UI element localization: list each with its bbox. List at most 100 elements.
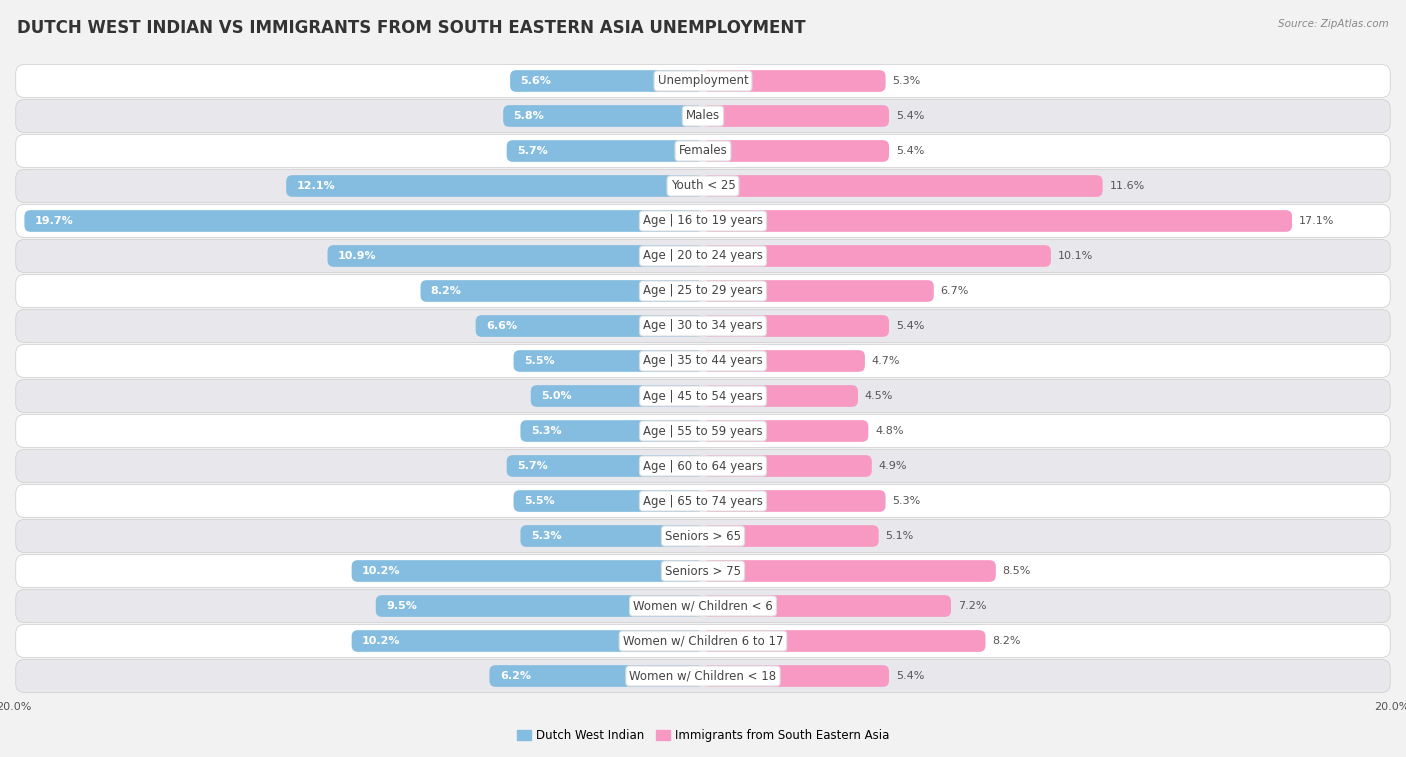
FancyBboxPatch shape <box>703 280 934 302</box>
FancyBboxPatch shape <box>475 315 703 337</box>
FancyBboxPatch shape <box>15 450 1391 482</box>
FancyBboxPatch shape <box>703 595 950 617</box>
Text: 20.0%: 20.0% <box>1374 702 1406 712</box>
Text: 5.3%: 5.3% <box>893 76 921 86</box>
Text: Age | 65 to 74 years: Age | 65 to 74 years <box>643 494 763 507</box>
FancyBboxPatch shape <box>703 245 1050 267</box>
Text: 5.4%: 5.4% <box>896 671 924 681</box>
FancyBboxPatch shape <box>703 210 1292 232</box>
Text: Women w/ Children < 18: Women w/ Children < 18 <box>630 669 776 683</box>
FancyBboxPatch shape <box>703 665 889 687</box>
Text: 9.5%: 9.5% <box>387 601 418 611</box>
FancyBboxPatch shape <box>703 630 986 652</box>
Text: 5.1%: 5.1% <box>886 531 914 541</box>
FancyBboxPatch shape <box>15 590 1391 622</box>
Text: Women w/ Children < 6: Women w/ Children < 6 <box>633 600 773 612</box>
FancyBboxPatch shape <box>489 665 703 687</box>
FancyBboxPatch shape <box>15 204 1391 238</box>
FancyBboxPatch shape <box>15 64 1391 98</box>
FancyBboxPatch shape <box>510 70 703 92</box>
Text: 5.3%: 5.3% <box>531 531 561 541</box>
Text: Males: Males <box>686 110 720 123</box>
FancyBboxPatch shape <box>703 175 1102 197</box>
FancyBboxPatch shape <box>352 630 703 652</box>
Text: 5.7%: 5.7% <box>517 146 548 156</box>
Text: 6.2%: 6.2% <box>499 671 530 681</box>
FancyBboxPatch shape <box>15 310 1391 342</box>
Text: Youth < 25: Youth < 25 <box>671 179 735 192</box>
Text: Age | 20 to 24 years: Age | 20 to 24 years <box>643 250 763 263</box>
Text: Age | 55 to 59 years: Age | 55 to 59 years <box>643 425 763 438</box>
Text: Age | 25 to 29 years: Age | 25 to 29 years <box>643 285 763 298</box>
Text: 8.2%: 8.2% <box>430 286 461 296</box>
FancyBboxPatch shape <box>506 140 703 162</box>
Text: 4.8%: 4.8% <box>875 426 904 436</box>
FancyBboxPatch shape <box>703 350 865 372</box>
FancyBboxPatch shape <box>703 490 886 512</box>
Text: Age | 60 to 64 years: Age | 60 to 64 years <box>643 459 763 472</box>
Text: Women w/ Children 6 to 17: Women w/ Children 6 to 17 <box>623 634 783 647</box>
FancyBboxPatch shape <box>703 385 858 407</box>
FancyBboxPatch shape <box>15 484 1391 518</box>
FancyBboxPatch shape <box>15 379 1391 413</box>
Text: Females: Females <box>679 145 727 157</box>
Text: 4.5%: 4.5% <box>865 391 893 401</box>
Text: 10.1%: 10.1% <box>1057 251 1092 261</box>
FancyBboxPatch shape <box>15 275 1391 307</box>
FancyBboxPatch shape <box>703 105 889 127</box>
Text: 6.7%: 6.7% <box>941 286 969 296</box>
Text: 12.1%: 12.1% <box>297 181 335 191</box>
Text: DUTCH WEST INDIAN VS IMMIGRANTS FROM SOUTH EASTERN ASIA UNEMPLOYMENT: DUTCH WEST INDIAN VS IMMIGRANTS FROM SOU… <box>17 19 806 37</box>
FancyBboxPatch shape <box>420 280 703 302</box>
Text: Seniors > 75: Seniors > 75 <box>665 565 741 578</box>
FancyBboxPatch shape <box>15 239 1391 273</box>
Text: 17.1%: 17.1% <box>1299 216 1334 226</box>
Text: 5.3%: 5.3% <box>531 426 561 436</box>
Text: 5.0%: 5.0% <box>541 391 572 401</box>
FancyBboxPatch shape <box>703 525 879 547</box>
Text: 11.6%: 11.6% <box>1109 181 1144 191</box>
Text: Seniors > 65: Seniors > 65 <box>665 529 741 543</box>
FancyBboxPatch shape <box>703 140 889 162</box>
FancyBboxPatch shape <box>520 420 703 442</box>
Text: 6.6%: 6.6% <box>486 321 517 331</box>
FancyBboxPatch shape <box>703 560 995 582</box>
Text: 4.7%: 4.7% <box>872 356 900 366</box>
FancyBboxPatch shape <box>15 519 1391 553</box>
FancyBboxPatch shape <box>503 105 703 127</box>
FancyBboxPatch shape <box>328 245 703 267</box>
Text: 10.9%: 10.9% <box>337 251 377 261</box>
FancyBboxPatch shape <box>15 625 1391 658</box>
Text: Unemployment: Unemployment <box>658 74 748 88</box>
FancyBboxPatch shape <box>703 70 886 92</box>
Text: 5.8%: 5.8% <box>513 111 544 121</box>
FancyBboxPatch shape <box>15 170 1391 202</box>
Text: 5.3%: 5.3% <box>893 496 921 506</box>
Text: 20.0%: 20.0% <box>0 702 32 712</box>
Legend: Dutch West Indian, Immigrants from South Eastern Asia: Dutch West Indian, Immigrants from South… <box>512 724 894 747</box>
Text: Age | 45 to 54 years: Age | 45 to 54 years <box>643 390 763 403</box>
FancyBboxPatch shape <box>513 350 703 372</box>
Text: Age | 16 to 19 years: Age | 16 to 19 years <box>643 214 763 228</box>
Text: 5.5%: 5.5% <box>524 356 554 366</box>
Text: 7.2%: 7.2% <box>957 601 987 611</box>
FancyBboxPatch shape <box>15 659 1391 693</box>
Text: 8.5%: 8.5% <box>1002 566 1031 576</box>
Text: 5.4%: 5.4% <box>896 111 924 121</box>
FancyBboxPatch shape <box>15 344 1391 378</box>
Text: 5.4%: 5.4% <box>896 321 924 331</box>
Text: 5.7%: 5.7% <box>517 461 548 471</box>
Text: 8.2%: 8.2% <box>993 636 1021 646</box>
FancyBboxPatch shape <box>352 560 703 582</box>
FancyBboxPatch shape <box>375 595 703 617</box>
FancyBboxPatch shape <box>703 315 889 337</box>
FancyBboxPatch shape <box>287 175 703 197</box>
Text: 5.6%: 5.6% <box>520 76 551 86</box>
FancyBboxPatch shape <box>703 420 869 442</box>
Text: 10.2%: 10.2% <box>361 566 401 576</box>
FancyBboxPatch shape <box>520 525 703 547</box>
FancyBboxPatch shape <box>506 455 703 477</box>
FancyBboxPatch shape <box>703 455 872 477</box>
Text: 4.9%: 4.9% <box>879 461 907 471</box>
FancyBboxPatch shape <box>513 490 703 512</box>
